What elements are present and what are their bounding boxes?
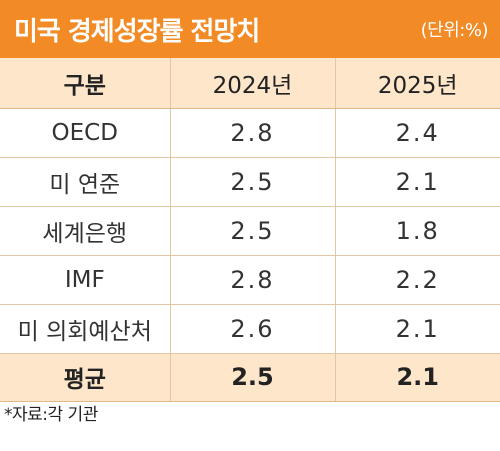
source-note: *자료:각 기관 [4,405,98,425]
table-row: OECD 2.8 2.4 [0,108,500,158]
value-2025: 1.8 [334,206,500,256]
average-2024: 2.5 [169,353,335,402]
value-2025: 2.2 [334,255,500,305]
value-2025: 2.1 [334,157,500,207]
average-row: 평균 2.5 2.1 [0,353,500,402]
average-label: 평균 [0,353,170,402]
row-label: OECD [0,108,170,158]
table-title: 미국 경제성장률 전망치 [14,16,260,47]
table-row: 세계은행 2.5 1.8 [0,206,500,256]
value-2024: 2.5 [169,157,335,207]
row-label: 미 연준 [0,157,170,207]
table-row: 미 의회예산처 2.6 2.1 [0,304,500,354]
value-2024: 2.6 [169,304,335,354]
title-bar: 미국 경제성장률 전망치 (단위:%) [0,0,500,58]
table-row: IMF 2.8 2.2 [0,255,500,305]
average-2025: 2.1 [334,353,500,402]
header-category: 구분 [0,58,170,109]
value-2024: 2.8 [169,108,335,158]
value-2025: 2.1 [334,304,500,354]
header-2025: 2025년 [334,58,500,109]
row-label: IMF [0,255,170,305]
value-2024: 2.5 [169,206,335,256]
header-row: 구분 2024년 2025년 [0,58,500,109]
value-2025: 2.4 [334,108,500,158]
row-label: 세계은행 [0,206,170,256]
table-row: 미 연준 2.5 2.1 [0,157,500,207]
row-label: 미 의회예산처 [0,304,170,354]
forecast-table: 구분 2024년 2025년 OECD 2.8 2.4 미 연준 2.5 2.1… [0,58,500,402]
header-2024: 2024년 [169,58,335,109]
value-2024: 2.8 [169,255,335,305]
unit-label: (단위:%) [420,20,489,41]
